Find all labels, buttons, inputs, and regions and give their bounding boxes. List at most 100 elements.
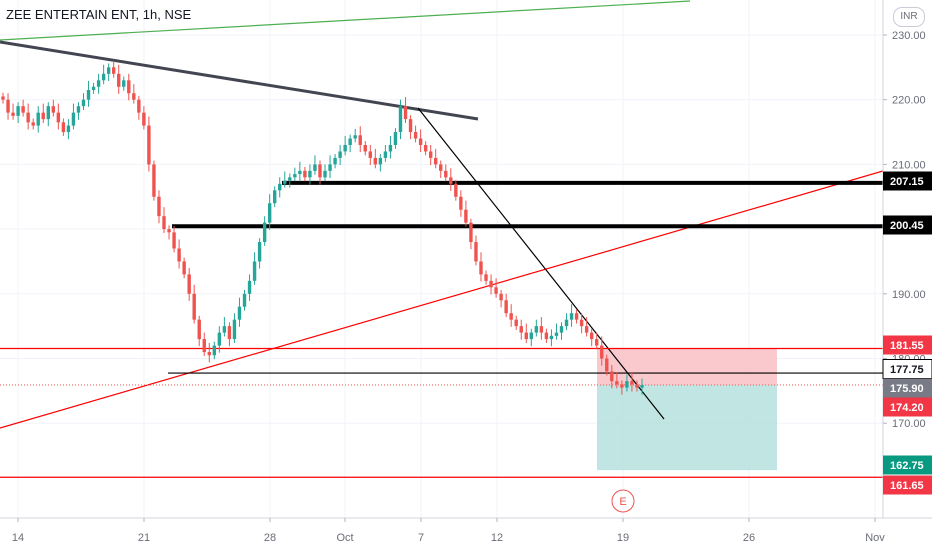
candle-body [247,280,252,294]
price-scale-label-text: 175.90 [890,383,924,395]
candle-body [6,99,10,113]
candle-body [31,122,35,126]
candle-body [584,326,589,333]
candle-body [51,106,56,113]
candle-body [413,132,418,139]
price-scale-label: 161.65 [883,475,932,495]
candle-body [81,99,86,107]
candle-body [504,300,508,314]
candle-body [298,170,302,175]
price-scale-label-box [883,455,932,475]
candle-body [499,293,503,301]
price-scale-label: 162.75 [883,455,932,475]
candle-body [313,164,317,171]
candle-body [428,151,433,158]
x-tick-label: 28 [264,532,276,544]
candle-body [288,177,292,181]
earnings-marker-label: E [619,496,626,508]
candle-body [222,326,227,333]
candle-body [56,112,61,123]
currency-badge[interactable]: INR [893,7,925,27]
y-tick-label: 210.00 [892,159,926,171]
price-scale-label-text: 161.65 [890,480,924,492]
candle-body [444,170,448,178]
candle-body [630,381,634,385]
candle-body [293,174,297,178]
candle-body [147,125,151,165]
candle-body [66,125,71,133]
candle-body [162,216,166,230]
candle-body [127,80,131,94]
price-scale-label: 175.90 [883,378,932,398]
candle-body [252,261,257,281]
candle-body [484,274,488,281]
price-scale-label-box [883,378,932,398]
price-scale-label-box [883,335,932,355]
candle-body [257,242,262,262]
candle-body [76,106,81,113]
candle-body [217,332,222,346]
candle-body [378,157,383,165]
candle-body [21,106,25,113]
candle-body [569,313,574,320]
candle-body [605,358,609,372]
x-tick-label: 7 [418,532,424,544]
candle-body [600,345,604,359]
candle-body [464,209,468,223]
candle-body [11,112,15,116]
candle-body [373,157,378,165]
chart-title: ZEE ENTERTAIN ENT, 1h, NSE [6,7,192,22]
price-scale-label-text: 177.75 [890,364,924,376]
y-tick-label: 220.00 [892,95,926,107]
candle-body [579,319,584,327]
candle-body [283,180,287,184]
price-scale-label-text: 174.20 [890,402,924,414]
candle-body [514,319,518,327]
candle-body [434,157,438,165]
candle-body [383,151,388,158]
candle-body [26,112,30,123]
price-scale-label: 207.15 [883,171,932,191]
candle-body [106,67,111,74]
candle-body [554,332,559,336]
candle-body [388,144,393,152]
candle-body [177,248,181,262]
candle-body [278,183,282,191]
candle-body [418,138,423,145]
price-scale-label: 200.45 [883,215,932,235]
candle-body [242,293,247,307]
candle-body [232,319,237,340]
candle-body [348,138,352,145]
candle-body [564,319,569,327]
candle-body [328,164,332,171]
candle-body [625,381,629,388]
candle-body [267,203,272,223]
candle-body [358,135,362,145]
candle-body [398,106,403,133]
candle-body [615,381,619,385]
candle-body [303,170,307,178]
candle-body [363,144,367,152]
candle-body [273,190,277,204]
candle-body [91,86,96,90]
candle-body [117,73,121,87]
candle-body [262,222,267,243]
x-tick-label: Oct [336,532,353,544]
x-tick-label: 12 [491,532,503,544]
candle-body [36,112,40,126]
candle-body [197,319,201,340]
candle-body [524,332,528,340]
x-tick-label: 21 [138,532,150,544]
candle-body [610,371,614,382]
x-tick-label: Nov [865,532,885,544]
candle-body [172,232,176,249]
price-scale-label-box [883,397,932,417]
candle-body [589,332,594,340]
candle-body [439,164,443,171]
candle-body [46,106,50,120]
candle-body [187,274,191,294]
candle-body [640,385,644,388]
candle-body [96,80,101,87]
